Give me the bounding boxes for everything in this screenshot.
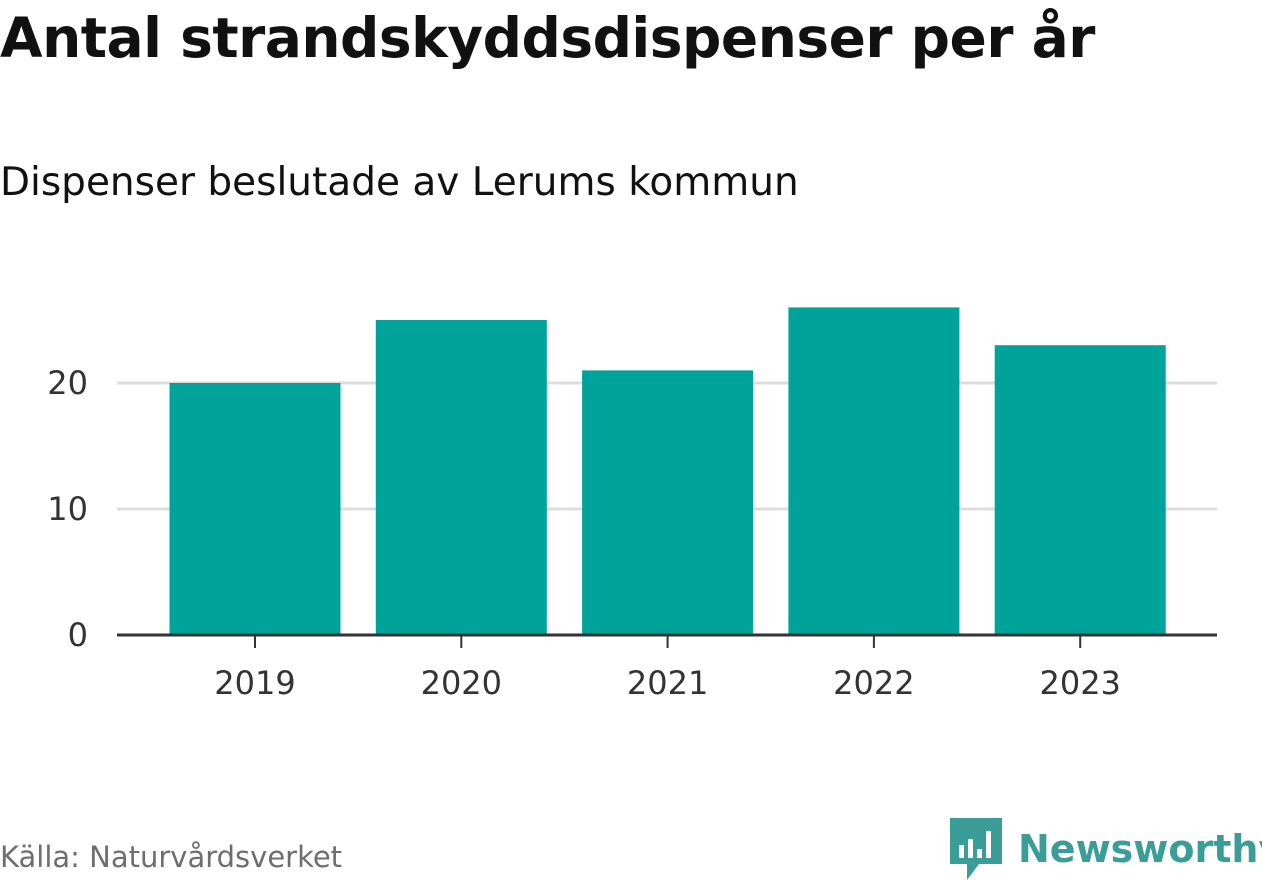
brand-name: Newsworthy: [1018, 827, 1262, 871]
bar-2022: [788, 307, 960, 635]
bar-2020: [375, 320, 547, 635]
x-tick-label-2022: 2022: [833, 664, 914, 702]
y-tick-label-10: 10: [47, 490, 88, 528]
x-tick-label-2023: 2023: [1039, 664, 1120, 702]
x-tick-label-2021: 2021: [627, 664, 708, 702]
source-note: Källa: Naturvårdsverket: [0, 840, 343, 874]
bar-2021: [582, 370, 754, 635]
x-tick-label-2020: 2020: [421, 664, 502, 702]
x-tick-label-2019: 2019: [214, 664, 295, 702]
chart-subtitle: Dispenser beslutade av Lerums kommun: [0, 160, 799, 205]
brand-logo: Newsworthy: [950, 818, 1262, 880]
y-tick-label-20: 20: [47, 364, 88, 402]
bar-2023: [994, 345, 1166, 635]
newsworthy-bar-chart-logo-icon: [950, 818, 1002, 880]
y-tick-label-0: 0: [68, 616, 88, 654]
bar-2019: [169, 383, 341, 635]
chart-title: Antal strandskyddsdispenser per år: [0, 6, 1095, 70]
